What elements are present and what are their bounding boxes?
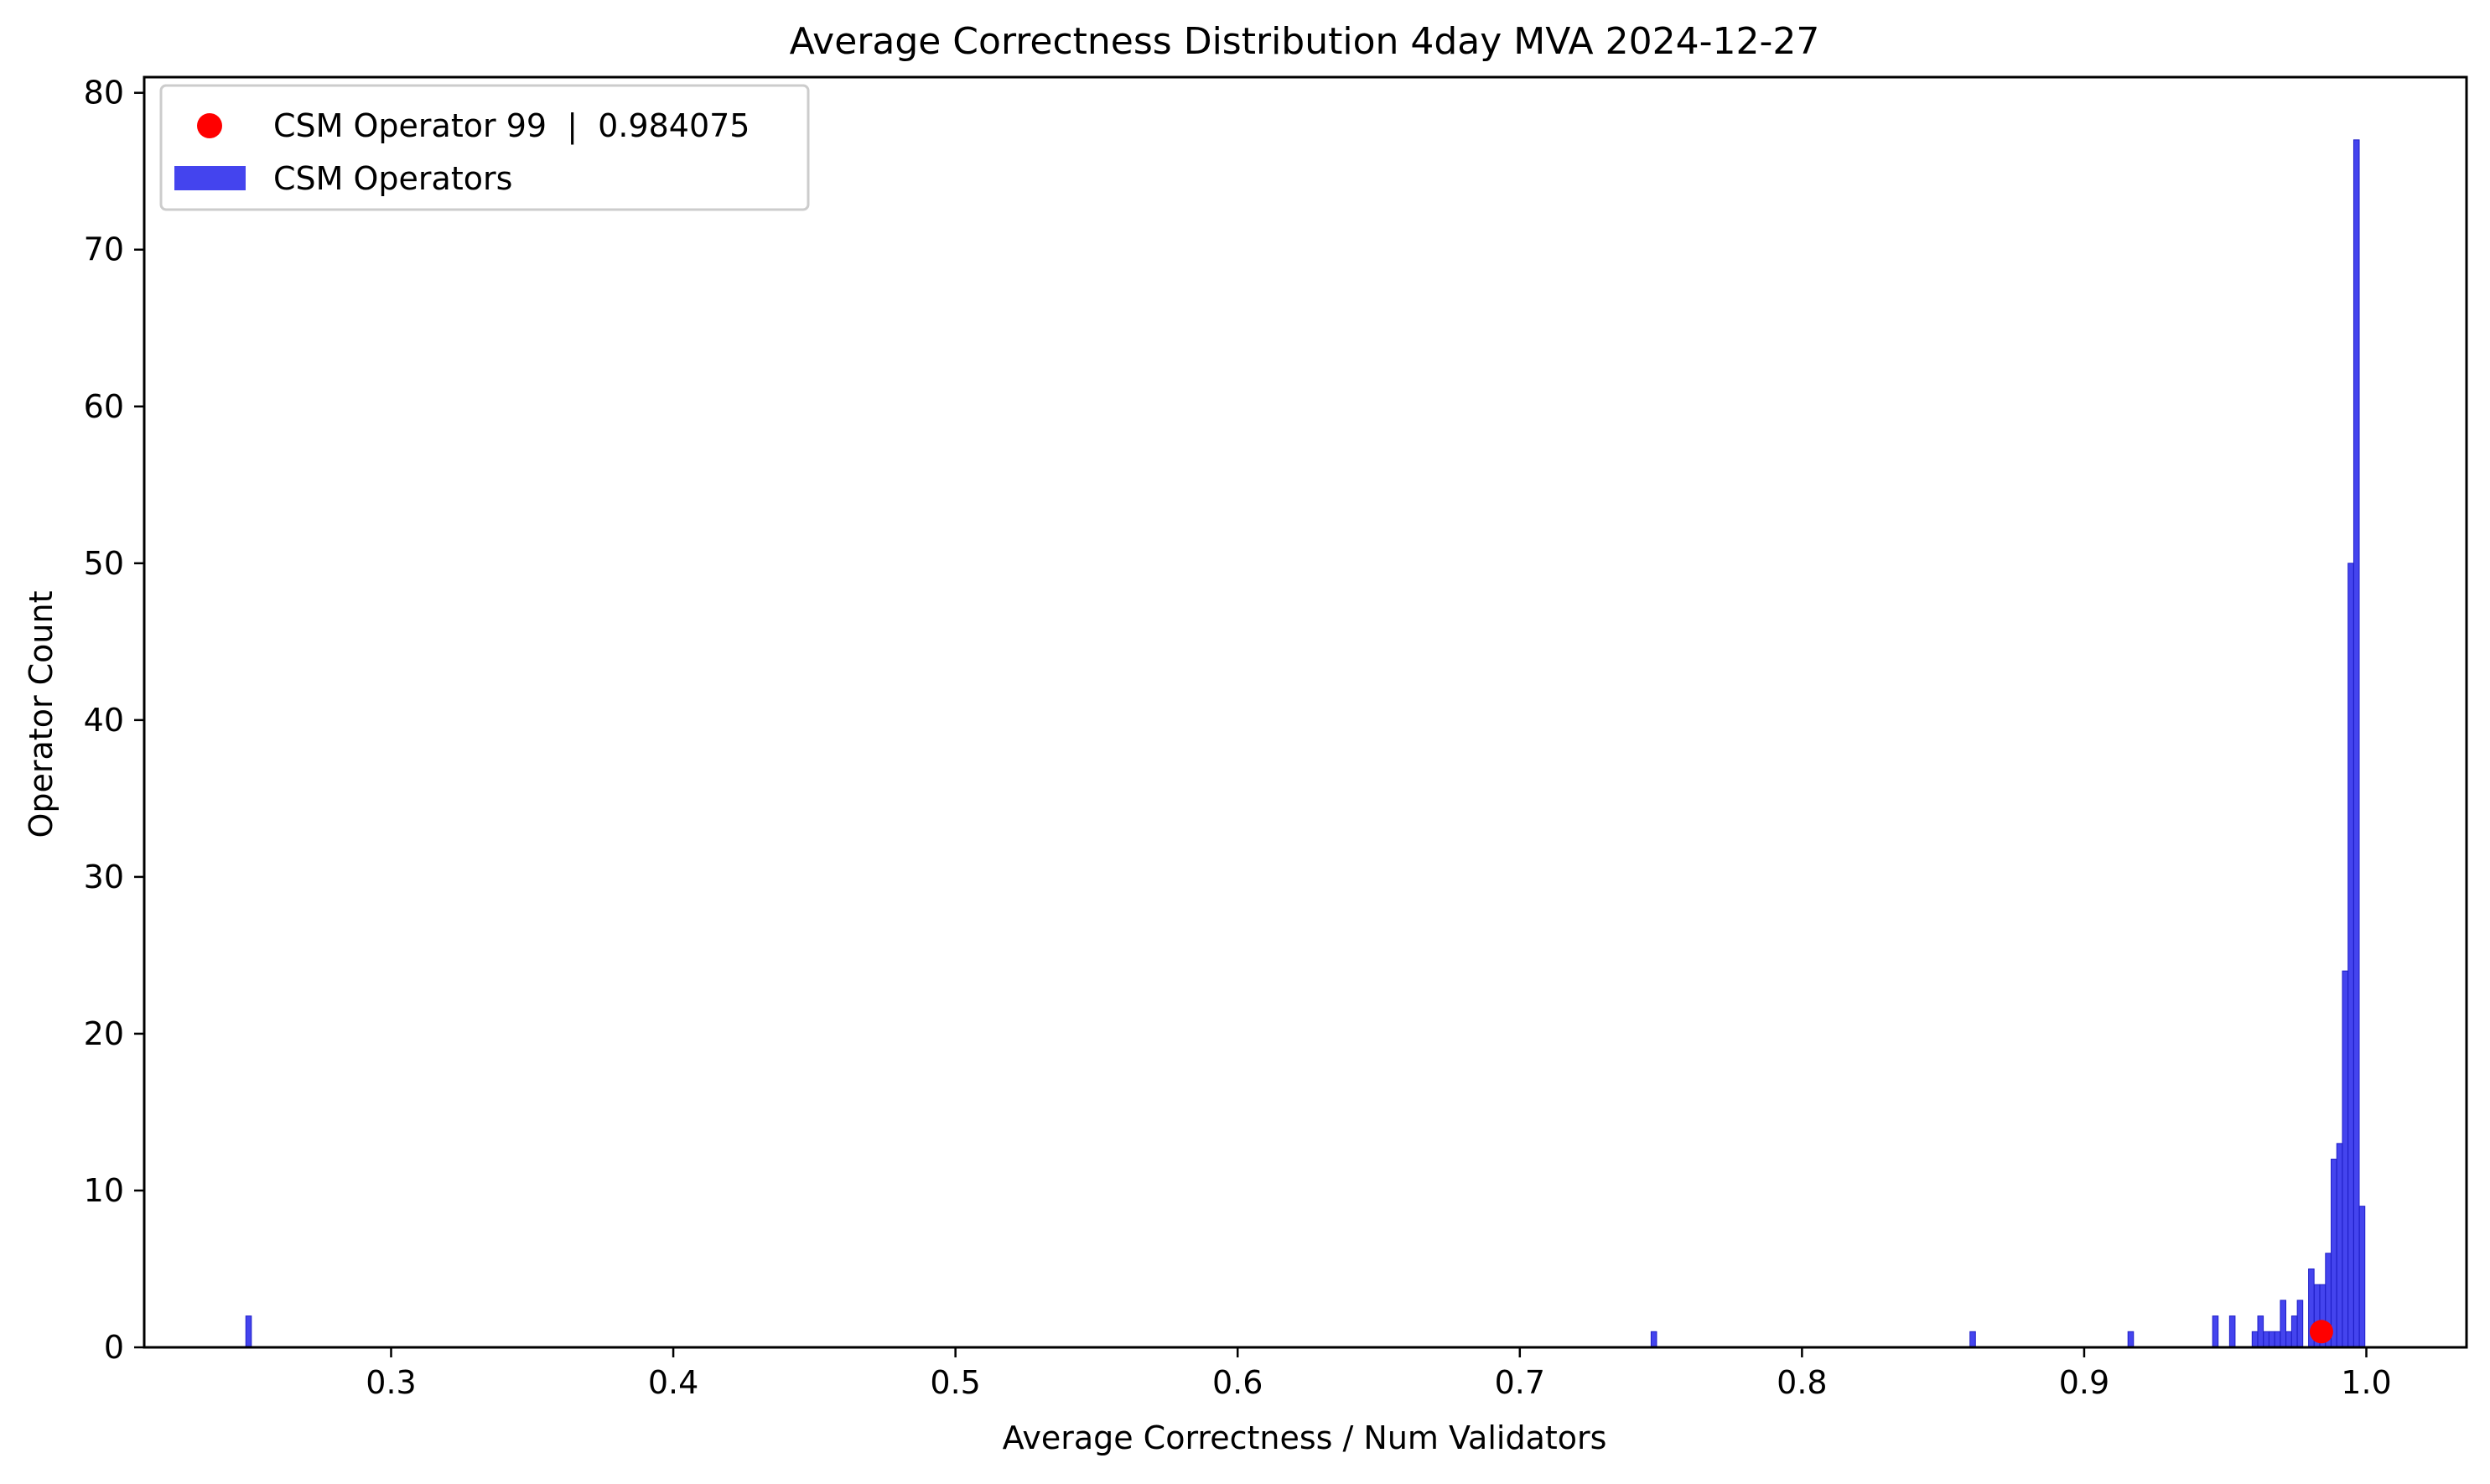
histogram-bar (2331, 1159, 2337, 1348)
x-tick-label: 0.7 (1495, 1364, 1545, 1401)
histogram-bar (2342, 970, 2349, 1348)
y-axis-label: Operator Count (23, 590, 60, 838)
histogram-bar (2127, 1331, 2135, 1348)
chart-legend: CSM Operator 99 | 0.984075 CSM Operators (159, 84, 810, 211)
y-tick-label: 80 (84, 75, 124, 112)
x-tick-label: 0.3 (366, 1364, 416, 1401)
histogram-bar (1650, 1331, 1657, 1348)
legend-scatter-label: CSM Operator 99 | 0.984075 (273, 107, 750, 145)
histogram-bar (2228, 1315, 2236, 1348)
legend-scatter-marker-icon (197, 113, 222, 138)
histogram-bar (2251, 1331, 2259, 1348)
histogram-bar (2274, 1331, 2281, 1348)
y-tick-label: 0 (104, 1329, 124, 1366)
x-tick-label: 0.5 (930, 1364, 980, 1401)
y-tick-label: 60 (84, 388, 124, 425)
histogram-bar (245, 1315, 252, 1348)
y-tick-label: 20 (84, 1015, 124, 1052)
legend-frame (159, 84, 810, 211)
histogram-bar (2296, 1300, 2304, 1348)
histogram-bar (2353, 139, 2360, 1348)
histogram-bars (245, 139, 2366, 1348)
plot-frame (143, 75, 2468, 1349)
chart-title: Average Correctness Distribution 4day MV… (790, 20, 1820, 63)
y-tick-label: 10 (84, 1172, 124, 1209)
histogram-bar (2336, 1143, 2343, 1348)
x-tick-label: 0.6 (1212, 1364, 1263, 1401)
x-axis-label: Average Correctness / Num Validators (1003, 1419, 1607, 1456)
y-tick-label: 30 (84, 859, 124, 895)
legend-bar-patch-icon (174, 166, 246, 190)
histogram-bar (2263, 1331, 2270, 1348)
x-tick-label: 0.9 (2059, 1364, 2109, 1401)
y-tick-label: 50 (84, 545, 124, 582)
x-tick-label: 1.0 (2341, 1364, 2391, 1401)
axes: 0.3 0.4 0.5 0.6 0.7 0.8 0.9 1.0 0 10 20 30 40 50 60 70 8… (84, 75, 2468, 1401)
histogram-bar (2358, 1206, 2366, 1348)
x-tick-label: 0.4 (648, 1364, 698, 1401)
histogram-bar (2280, 1300, 2287, 1348)
histogram-bar (2290, 1315, 2298, 1348)
y-tick-label: 40 (84, 702, 124, 739)
scatter-points (2309, 1320, 2333, 1344)
histogram-bar (2257, 1315, 2264, 1348)
legend-bar-label: CSM Operators (273, 160, 512, 197)
histogram-bar (2347, 563, 2354, 1348)
y-tick-label: 70 (84, 231, 124, 268)
histogram-bar (2268, 1331, 2275, 1348)
histogram-bar (1969, 1331, 1976, 1348)
x-tick-label: 0.8 (1777, 1364, 1827, 1401)
histogram-bar (2285, 1331, 2292, 1348)
histogram-bar (2212, 1315, 2219, 1348)
operator-point (2309, 1320, 2333, 1344)
